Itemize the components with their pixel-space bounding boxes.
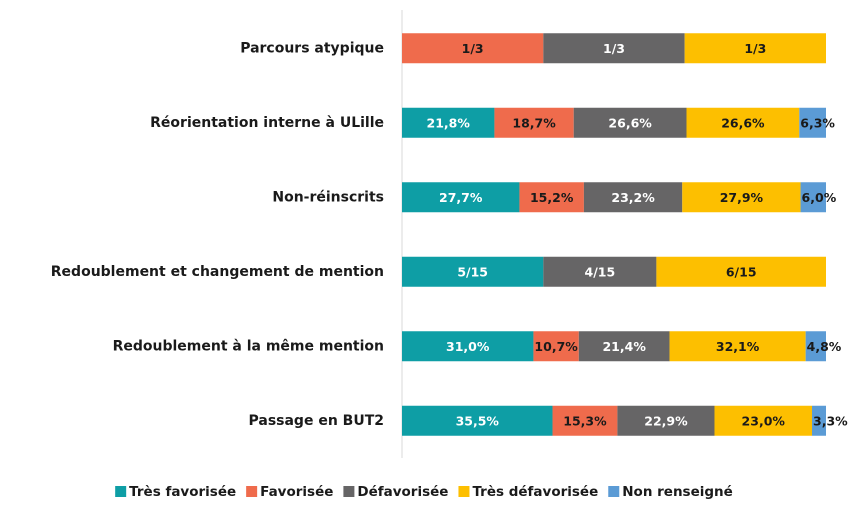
legend-swatch (246, 486, 258, 497)
value-label: 31,0% (446, 339, 490, 354)
value-label: 15,3% (563, 413, 607, 428)
bar-segment (578, 331, 670, 362)
bar-segment (800, 182, 826, 213)
value-label: 1/3 (462, 41, 484, 56)
value-label: 1/3 (603, 41, 625, 56)
legend-swatch (458, 486, 470, 497)
bar-segment (402, 256, 544, 287)
bar-segment (799, 107, 826, 138)
bar-segment (402, 182, 520, 213)
value-label: 4,8% (807, 339, 842, 354)
bar-segment (543, 256, 657, 287)
category-label: Redoublement et changement de mention (51, 264, 384, 280)
bar-segment (494, 107, 574, 138)
bar-segment (402, 107, 495, 138)
value-label: 3,3% (813, 413, 848, 428)
bar-segment (583, 182, 683, 213)
bar-segment (805, 331, 826, 362)
value-label: 18,7% (512, 115, 556, 130)
bar-segment (402, 405, 553, 436)
value-label: 1/3 (744, 41, 766, 56)
value-label: 35,5% (456, 413, 500, 428)
bar-segment (533, 331, 579, 362)
legend-swatch (343, 486, 355, 497)
legend-label: Favorisée (260, 484, 333, 500)
value-label: 6,3% (800, 115, 835, 130)
bar-segment (669, 331, 806, 362)
value-label: 22,9% (644, 413, 688, 428)
value-label: 23,0% (742, 413, 786, 428)
value-label: 32,1% (716, 339, 760, 354)
value-label: 21,4% (602, 339, 646, 354)
bar-segment (617, 405, 715, 436)
legend-swatch (115, 486, 127, 497)
category-label: Réorientation interne à ULille (150, 115, 384, 131)
value-label: 26,6% (721, 115, 765, 130)
value-label: 21,8% (427, 115, 471, 130)
bar-segment (684, 33, 826, 64)
value-label: 10,7% (534, 339, 578, 354)
bar-segment (402, 331, 534, 362)
bar-segment (682, 182, 801, 213)
value-label: 27,9% (720, 190, 764, 205)
bar-segment (812, 405, 826, 436)
value-label: 4/15 (585, 264, 616, 279)
bar-segment (686, 107, 800, 138)
legend-label: Très défavorisée (472, 484, 598, 500)
value-label: 6/15 (726, 264, 757, 279)
value-label: 5/15 (457, 264, 488, 279)
value-label: 23,2% (611, 190, 655, 205)
bar-segment (552, 405, 618, 436)
category-label: Passage en BUT2 (248, 413, 384, 429)
bar-segment (402, 33, 544, 64)
category-label: Parcours atypique (240, 40, 384, 56)
legend-label: Non renseigné (622, 484, 733, 500)
legend-label: Défavorisée (357, 484, 448, 500)
legend-swatch (608, 486, 620, 497)
value-label: 15,2% (530, 190, 574, 205)
bar-segment (656, 256, 826, 287)
bar-segment (519, 182, 584, 213)
category-label: Redoublement à la même mention (113, 338, 384, 354)
bar-segment (573, 107, 687, 138)
value-label: 6,0% (802, 190, 837, 205)
bar-segment (714, 405, 813, 436)
legend-label: Très favorisée (129, 484, 236, 500)
bar-segment (543, 33, 685, 64)
value-label: 26,6% (608, 115, 652, 130)
value-label: 27,7% (439, 190, 483, 205)
category-label: Non-réinscrits (272, 189, 384, 205)
